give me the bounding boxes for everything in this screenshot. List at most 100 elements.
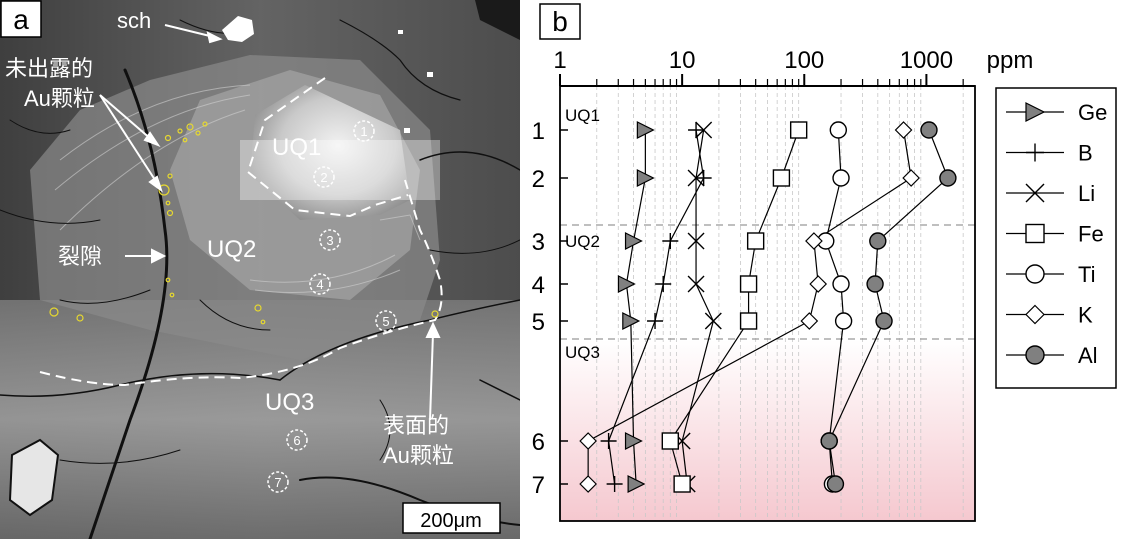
legend: Ge B Li Fe Ti K Al <box>995 87 1117 389</box>
legend-box <box>995 87 1117 389</box>
point-ge-5 <box>622 312 641 330</box>
x-tick-label-1: 1 <box>553 47 566 74</box>
panel-b-label: b <box>552 6 568 37</box>
point-al-3 <box>869 232 887 250</box>
y-tick-label-6: 6 <box>532 429 545 456</box>
point-k-5 <box>800 312 819 330</box>
point-fe-6 <box>661 432 679 450</box>
legend-marker-ti <box>1025 264 1045 284</box>
point-ti-5 <box>834 312 853 330</box>
legend-label-b: B <box>1078 141 1093 166</box>
y-tick-label-2: 2 <box>532 166 545 193</box>
spot-number-4: 4 <box>316 277 323 292</box>
point-k-7 <box>579 475 597 493</box>
point-b-7 <box>606 476 623 492</box>
point-li-3 <box>687 232 705 250</box>
scheelite-grain <box>222 16 254 42</box>
point-ti-1 <box>829 121 848 139</box>
fracture-label: 裂隙 <box>58 245 102 270</box>
spot-marker-4 <box>309 273 331 295</box>
point-li-2 <box>687 169 705 187</box>
x-tick-label-1000: 1000 <box>900 47 953 74</box>
spot-number-6: 6 <box>293 433 300 448</box>
x-unit-label: ppm <box>987 47 1034 74</box>
zone-boundaries <box>560 224 975 340</box>
legend-marker-li <box>1025 183 1045 203</box>
y-tick-label-5: 5 <box>532 309 545 336</box>
point-b-6 <box>600 433 617 449</box>
point-li-1 <box>695 121 713 139</box>
legend-marker-b <box>1026 143 1044 162</box>
spot-number-1: 1 <box>360 124 367 139</box>
unexposed-label-line2: Au颗粒 <box>24 86 95 111</box>
point-k-6 <box>579 432 597 450</box>
point-b-1 <box>688 122 705 138</box>
uq2-label: UQ2 <box>207 236 256 263</box>
analysis-spots: 1 2 3 4 5 6 7 <box>267 120 397 493</box>
point-b-2 <box>695 170 712 186</box>
point-ti-2 <box>832 169 850 187</box>
legend-label-al: Al <box>1078 343 1098 368</box>
scale-bar-label: 200μm <box>420 510 482 532</box>
legend-marker-fe <box>1025 223 1045 244</box>
legend-label-fe: Fe <box>1078 222 1104 247</box>
point-fe-4 <box>739 275 758 293</box>
spot-marker-3 <box>319 229 341 251</box>
point-ge-4 <box>617 275 636 293</box>
point-k-2 <box>902 169 920 187</box>
trace-element-chart: b ppm 1 10 100 1000 1 2 3 4 5 6 7 UQ1 UQ2 UQ3 Ge B Li F… <box>532 3 1117 522</box>
point-b-5 <box>647 313 664 329</box>
point-ge-2 <box>636 169 655 187</box>
point-ge-3 <box>624 232 643 250</box>
legend-label-ti: Ti <box>1078 262 1096 287</box>
au-grains <box>49 121 439 325</box>
sch-label: sch <box>117 8 151 33</box>
y-tick-label-7: 7 <box>532 472 545 499</box>
legend-marker-al <box>1025 345 1045 365</box>
surface-label-line1: 表面的 <box>383 414 449 439</box>
uq1-label: UQ1 <box>272 134 321 161</box>
point-li-5 <box>704 312 722 330</box>
unexposed-label-line1: 未出露的 <box>5 57 93 82</box>
point-ge-1 <box>636 121 655 139</box>
point-al-5 <box>875 312 893 330</box>
spot-number-5: 5 <box>382 314 389 329</box>
zone-labels: UQ1 UQ2 UQ3 <box>565 106 600 362</box>
point-al-2 <box>939 169 957 187</box>
legend-marker-ge <box>1025 102 1046 122</box>
legend-label-li: Li <box>1078 181 1095 206</box>
zone-label-uq3: UQ3 <box>565 343 600 362</box>
spot-number-7: 7 <box>274 475 281 490</box>
axes: 1 10 100 1000 1 2 3 4 5 6 7 <box>532 47 976 522</box>
panel-a-label: a <box>13 4 29 35</box>
spot-number-3: 3 <box>326 233 333 248</box>
spot-marker-7 <box>267 471 289 493</box>
point-al-7 <box>826 475 845 493</box>
series-markers <box>579 121 957 493</box>
point-k-1 <box>894 121 913 139</box>
x-tick-label-100: 100 <box>784 47 824 74</box>
point-al-4 <box>866 275 884 293</box>
point-li-4 <box>687 275 705 293</box>
trace-element-chart-panel: b ppm 1 10 100 1000 1 2 3 4 5 6 7 UQ1 UQ2 UQ3 Ge B Li F… <box>520 0 1129 539</box>
y-tick-label-3: 3 <box>532 229 545 256</box>
point-fe-5 <box>739 312 758 330</box>
point-b-4 <box>655 276 672 292</box>
point-b-3 <box>662 233 679 249</box>
y-tick-label-4: 4 <box>532 272 545 299</box>
y-tick-label-1: 1 <box>532 118 545 145</box>
point-al-6 <box>820 432 838 450</box>
scale-bar-box <box>402 502 501 534</box>
cl-image: a sch 未出露的 Au颗粒 裂隙 UQ1 UQ2 UQ3 表面的 Au颗粒 … <box>0 0 520 539</box>
surface-label-line2: Au颗粒 <box>383 443 454 468</box>
uq3-label: UQ3 <box>265 389 314 416</box>
cl-image-panel: a sch 未出露的 Au颗粒 裂隙 UQ1 UQ2 UQ3 表面的 Au颗粒 … <box>0 0 520 539</box>
spot-marker-2 <box>313 166 335 188</box>
spot-marker-5 <box>375 310 397 332</box>
point-k-3 <box>805 232 823 250</box>
spot-number-2: 2 <box>320 170 327 185</box>
point-ge-6 <box>624 432 643 450</box>
minor-grid <box>596 86 964 521</box>
spot-marker-6 <box>286 429 308 451</box>
point-fe-2 <box>772 169 791 187</box>
